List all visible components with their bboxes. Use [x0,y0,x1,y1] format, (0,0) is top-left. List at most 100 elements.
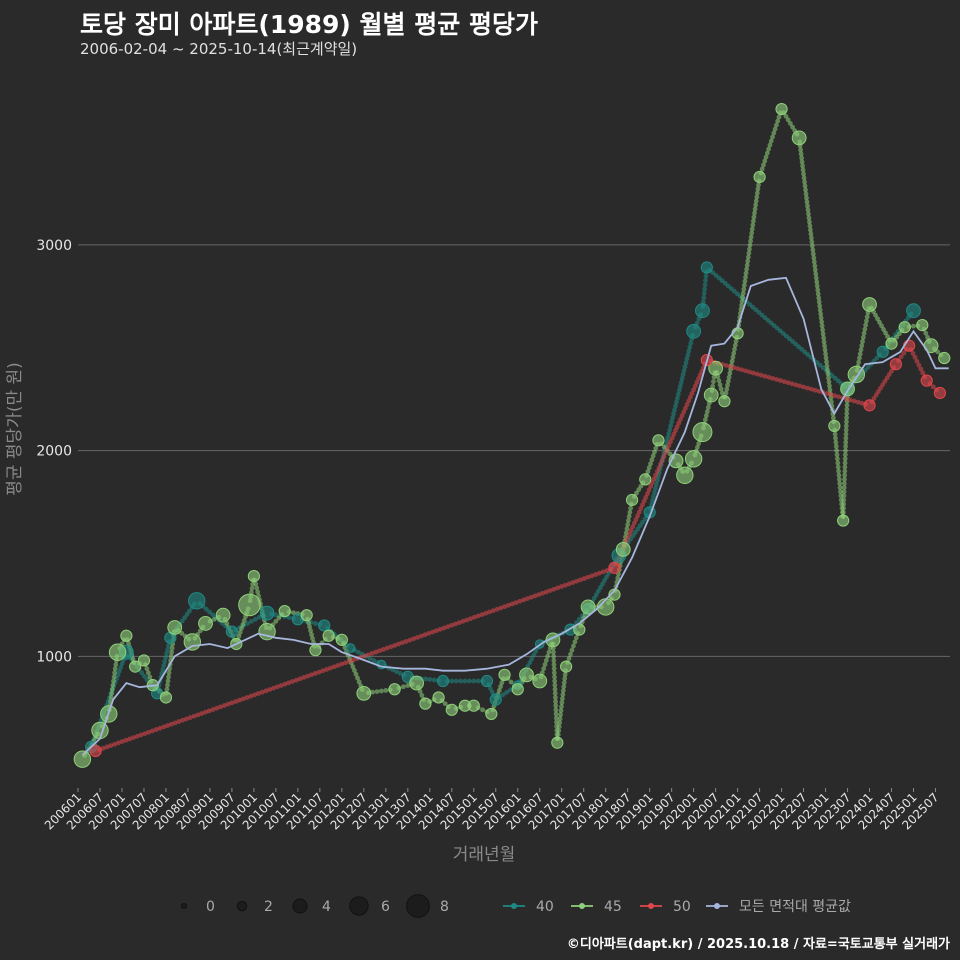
trail-dot-50 [411,636,417,642]
trail-dot-45 [291,610,296,616]
trail-dot-50 [651,476,657,482]
trail-dot-40 [865,364,871,370]
trail-dot-45 [634,490,639,496]
trail-dot-40 [637,523,643,529]
trail-dot-50 [661,454,667,459]
trail-dot-50 [847,397,853,403]
trail-dot-50 [316,669,322,675]
trail-dot-50 [886,372,892,377]
trail-dot-45 [166,670,172,676]
trail-dot-45 [830,415,836,421]
trail-dot-45 [801,171,806,177]
trail-dot-45 [744,266,750,272]
y-tick-label: 3000 [36,238,72,254]
trail-dot-45 [648,461,653,467]
trail-dot-45 [836,468,841,474]
trail-dot-45 [844,411,850,416]
trail-dot-45 [843,435,849,441]
trail-dot-45 [812,263,818,269]
point-45 [247,569,260,583]
trail-dot-45 [800,167,806,173]
trail-dot-45 [858,347,864,353]
trail-dot-45 [806,215,812,221]
trail-dot-50 [267,687,273,692]
trail-dot-45 [553,711,559,717]
trail-dot-45 [841,489,847,495]
trail-dot-40 [703,278,708,283]
trail-dot-45 [744,262,750,268]
trail-dot-50 [696,376,701,382]
trail-dot-45 [553,699,558,704]
trail-dot-50 [331,664,337,670]
point-45 [532,673,548,689]
trail-dot-50 [643,494,649,500]
trail-dot-40 [684,356,690,362]
trail-dot-45 [766,146,772,152]
trail-dot-50 [754,371,760,377]
trail-dot-45 [923,330,929,336]
point-40 [318,619,331,632]
trail-dot-45 [764,150,770,156]
trail-dot-45 [841,509,846,515]
point-45 [278,604,291,618]
trail-dot-45 [650,453,656,459]
trail-dot-45 [798,151,804,157]
trail-dot-45 [551,670,557,676]
trail-dot-45 [727,370,733,376]
trail-dot-45 [130,656,136,662]
trail-dot-45 [754,194,760,200]
trail-dot-45 [695,444,700,450]
trail-dot-50 [301,675,307,680]
trail-dot-50 [873,392,879,398]
point-50 [863,399,876,412]
trail-dot-45 [823,351,828,357]
trail-dot-40 [119,661,125,666]
trail-dot-40 [676,387,682,393]
point-40 [436,674,450,688]
trail-dot-45 [879,323,884,329]
trail-dot-50 [747,369,752,375]
trail-dot-45 [798,147,804,153]
legend-size-marker [180,902,188,910]
trail-dot-45 [799,159,805,165]
trail-dot-45 [499,680,505,686]
trail-dot-45 [772,126,778,132]
point-45 [409,675,424,691]
trail-dot-50 [828,392,834,397]
trail-dot-45 [814,279,820,285]
trail-dot-50 [434,628,439,634]
trail-dot-50 [663,450,668,456]
trail-dot-45 [894,334,900,340]
trail-dot-50 [282,681,288,687]
trail-dot-50 [259,689,265,695]
trail-dot-40 [394,669,399,675]
trail-dot-45 [551,649,556,655]
trail-dot-50 [172,720,178,726]
trail-dot-45 [819,319,825,325]
trail-dot-40 [630,533,636,538]
trail-dot-50 [653,472,659,478]
trail-dot-50 [604,568,610,573]
trail-dot-50 [524,596,530,602]
point-40 [695,303,710,319]
trail-dot-45 [725,382,730,388]
source-credit: ©디아파트(dapt.kr) / 2025.10.18 / 자료=국토교통부 실… [566,937,950,952]
trail-dot-45 [841,481,847,486]
trail-dot-50 [328,665,333,671]
trail-dot-45 [752,210,757,216]
trail-dot-45 [546,649,552,655]
trail-dot-45 [873,312,878,318]
point-45 [322,629,335,642]
trail-dot-45 [806,211,811,217]
trail-dot-45 [552,674,557,680]
trail-dot-50 [648,483,654,489]
trail-dot-40 [160,667,166,672]
trail-dot-45 [833,439,839,445]
trail-dot-45 [726,374,732,380]
trail-dot-50 [104,744,110,750]
legend-size-label: 8 [440,899,449,915]
trail-dot-45 [566,655,572,661]
trail-dot-40 [187,608,192,614]
trail-dot-50 [240,696,246,702]
trail-dot-50 [441,625,447,631]
